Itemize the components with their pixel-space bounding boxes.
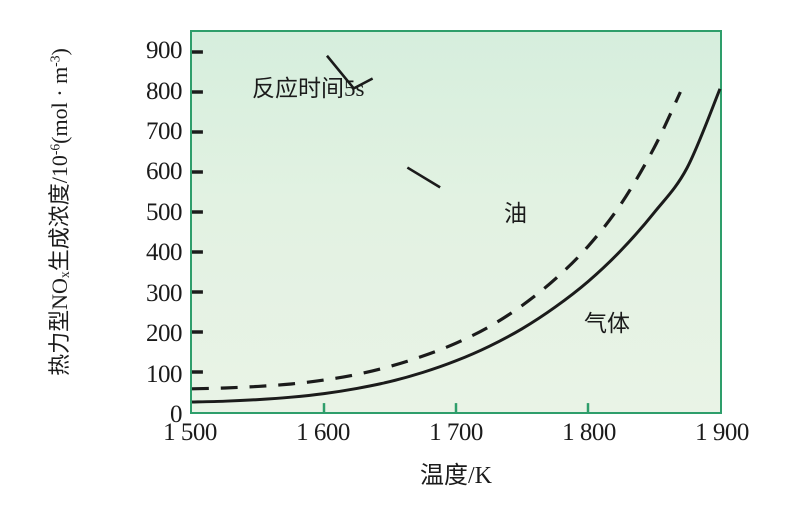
plot-canvas — [191, 50, 722, 412]
y-tick-label: 800 — [146, 77, 183, 105]
y-tick-label: 300 — [146, 279, 183, 307]
x-axis-tick-labels: 1 500 1 600 1 700 1 800 1 900 — [163, 419, 749, 454]
series-label-gas: 气体 — [584, 311, 630, 336]
plot-area: 反应时间5s 油 气体 — [190, 30, 722, 414]
leader-line-gas — [406, 166, 441, 189]
series-curve-gas — [191, 88, 722, 404]
y-tick-label: 400 — [146, 239, 183, 267]
x-axis-title: 温度/K — [420, 463, 492, 489]
x-tick-label: 1 500 — [163, 419, 217, 446]
y-tick-label: 900 — [146, 37, 183, 65]
y-axis-title-sup2: -3 — [47, 55, 63, 67]
leader-line-oil — [325, 54, 374, 91]
series-label-oil: 油 — [504, 201, 527, 226]
y-axis-title-sub: x — [57, 271, 73, 279]
y-tick-label: 500 — [146, 198, 183, 226]
y-axis-title-post: (mol · m — [47, 66, 72, 144]
y-tick-label: 600 — [146, 158, 183, 186]
x-tick-label: 1 800 — [562, 419, 616, 446]
x-tick-label: 1 900 — [695, 419, 749, 446]
x-tick-label: 1 600 — [296, 419, 350, 446]
y-axis-title-sup: -6 — [47, 143, 63, 156]
y-axis-title-pre: 热力型NO — [47, 278, 72, 376]
x-tick-label: 1 700 — [429, 419, 483, 446]
y-axis-tick-labels: 0 100 200 300 400 500 600 700 800 900 — [120, 30, 183, 427]
y-tick-label: 100 — [146, 360, 183, 388]
y-axis-title-mid: 生成浓度/10 — [47, 155, 72, 272]
series-curve-oil — [191, 91, 682, 391]
y-tick-label: 200 — [146, 320, 183, 348]
y-tick-label: 700 — [146, 118, 183, 146]
y-axis-title: 热力型NOx生成浓度/10-6(mol · m-3) — [42, 47, 74, 377]
condition-annotation: 反应时间5s — [252, 76, 365, 101]
y-axis-title-tail: ) — [47, 48, 72, 56]
y-tick-label: 0 — [170, 401, 183, 428]
